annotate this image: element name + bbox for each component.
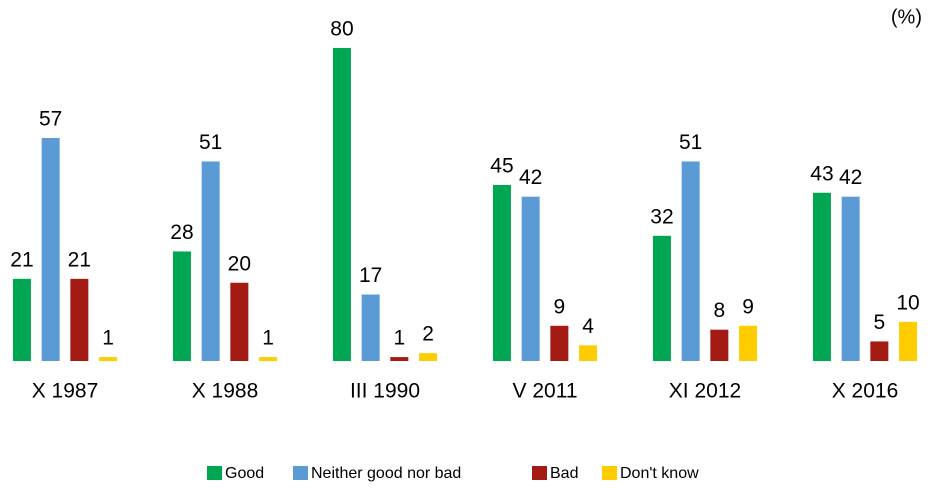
bar	[550, 325, 569, 361]
bar	[201, 161, 220, 361]
bar	[41, 137, 60, 361]
x-tick-label: III 1990	[350, 380, 420, 403]
legend-label: Good	[225, 465, 264, 482]
bar	[870, 341, 889, 361]
bar	[99, 357, 118, 361]
legend-label: Bad	[550, 465, 578, 482]
bar	[710, 329, 729, 361]
data-label: 42	[839, 166, 862, 189]
x-tick-label: X 1988	[192, 380, 259, 403]
data-label: 4	[582, 315, 594, 338]
bar	[390, 357, 409, 361]
bar	[521, 196, 540, 361]
data-label: 32	[650, 205, 673, 228]
bar	[899, 321, 918, 361]
data-label: 9	[742, 295, 754, 318]
bar	[681, 161, 700, 361]
data-label: 42	[519, 166, 542, 189]
data-label: 9	[554, 295, 566, 318]
data-label: 43	[810, 162, 833, 185]
data-label: 21	[10, 248, 33, 271]
bar	[332, 48, 351, 361]
bar	[172, 251, 191, 361]
data-label: 21	[68, 248, 91, 271]
bar	[739, 325, 758, 361]
bar	[841, 196, 860, 361]
data-label: 51	[679, 131, 702, 154]
bar	[579, 345, 598, 361]
x-tick-label: X 1987	[32, 380, 99, 403]
bar	[492, 184, 511, 361]
bar	[70, 278, 89, 361]
x-tick-label: V 2011	[513, 380, 578, 403]
data-label: 8	[714, 299, 726, 322]
legend-label: Neither good nor bad	[311, 465, 461, 482]
data-label: 57	[39, 108, 62, 131]
data-label: 51	[199, 131, 222, 154]
data-label: 45	[490, 154, 513, 177]
data-label: 1	[102, 327, 114, 350]
bar	[259, 357, 278, 361]
x-tick-label: X 2016	[832, 380, 899, 403]
x-tick-label: XI 2012	[669, 380, 741, 403]
data-label: 1	[394, 327, 406, 350]
legend-swatch	[532, 466, 547, 480]
data-label: 2	[422, 323, 434, 346]
data-label: 5	[874, 311, 886, 334]
data-label: 28	[170, 221, 193, 244]
data-label: 20	[228, 252, 251, 275]
unit-label: (%)	[891, 6, 922, 28]
data-label: 10	[896, 291, 919, 314]
bar	[12, 278, 31, 361]
data-label: 80	[330, 18, 353, 41]
legend-swatch	[602, 466, 617, 480]
bar	[361, 294, 380, 361]
legend-swatch	[293, 466, 308, 480]
legend-swatch	[207, 466, 222, 480]
data-label: 17	[359, 264, 382, 287]
bar	[230, 282, 249, 361]
bar	[652, 235, 671, 361]
data-label: 1	[262, 327, 274, 350]
bar	[419, 353, 438, 361]
legend-label: Don't know	[620, 465, 699, 482]
bar	[812, 192, 831, 361]
